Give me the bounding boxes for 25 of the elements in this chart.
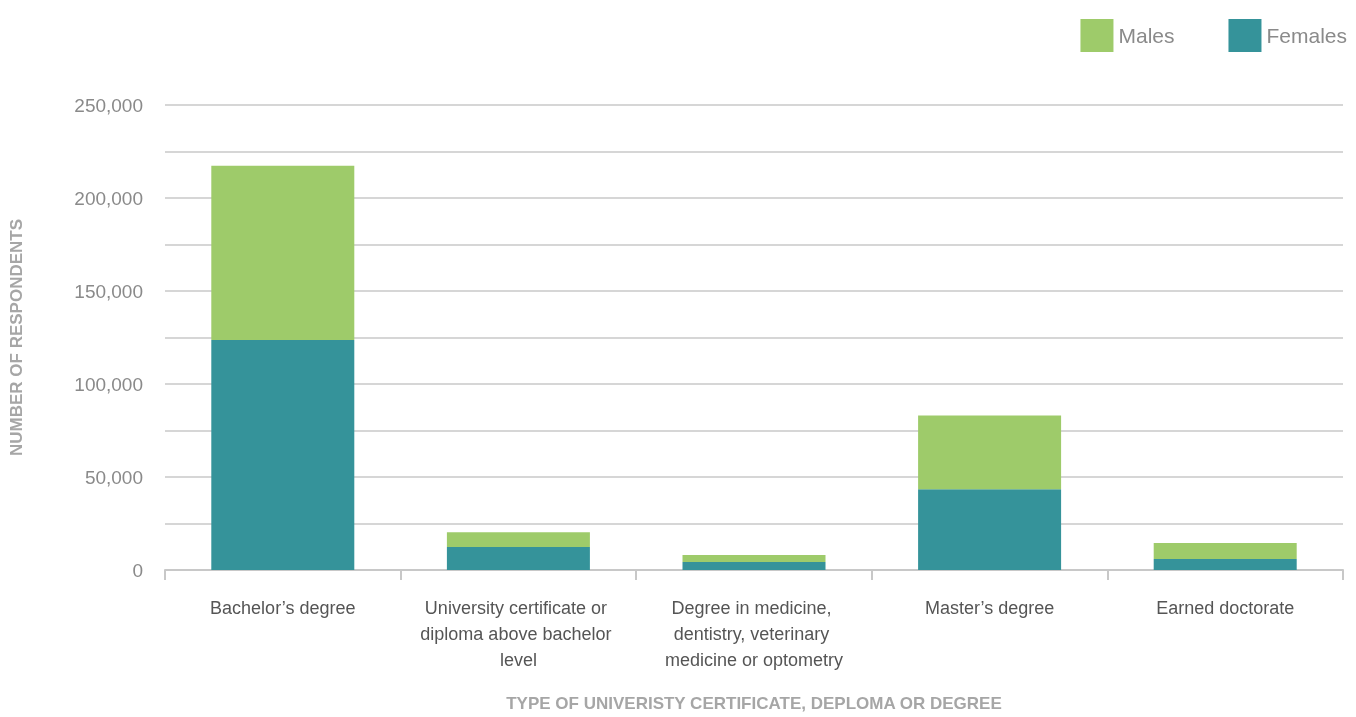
y-tick-label: 250,000 — [74, 94, 143, 116]
y-tick-label: 50,000 — [84, 466, 143, 488]
x-tick-label: Earned doctorate — [1156, 598, 1295, 618]
y-tick-label: 150,000 — [74, 280, 143, 302]
y-axis-title: NUMBER OF RESPONDENTS — [7, 218, 26, 457]
bar — [1153, 559, 1297, 570]
bar — [682, 562, 826, 570]
bar — [211, 339, 355, 570]
x-tick-label: Master’s degree — [924, 598, 1055, 618]
x-tick-label: Bachelor’s degree — [210, 598, 356, 618]
y-tick-label: 200,000 — [74, 187, 143, 209]
x-tick-label: Degree in medicine, dentistry, veterinary medicine or optometry — [664, 598, 844, 670]
bar — [682, 555, 826, 562]
x-axis-title: TYPE OF UNIVERISTY CERTIFICATE, DEPLOMA OR DEGREE — [506, 694, 1002, 713]
bar — [918, 489, 1062, 570]
legend-label: Males — [1118, 24, 1175, 47]
bar — [1153, 543, 1297, 560]
y-tick-label: 100,000 — [74, 373, 143, 395]
bar — [211, 165, 355, 340]
bar — [918, 415, 1062, 490]
bar — [446, 547, 590, 570]
legend-label: Females — [1266, 24, 1348, 47]
y-tick-label: 0 — [132, 559, 143, 581]
bar — [446, 532, 590, 548]
x-tick-label: University certificate or diploma above bachelor level — [420, 598, 617, 670]
